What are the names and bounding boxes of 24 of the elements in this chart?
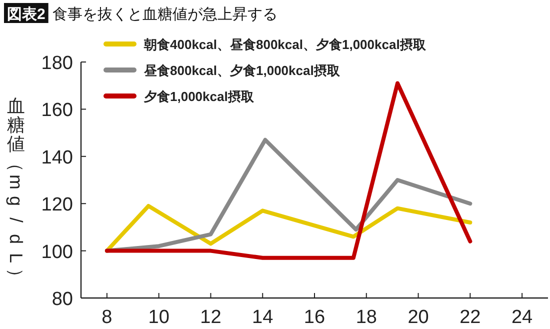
y-tick-label: 160 <box>41 100 73 122</box>
x-tick-label: 18 <box>356 307 377 328</box>
x-tick-label: 16 <box>304 307 326 328</box>
x-tick-label: 8 <box>102 307 112 328</box>
y-tick-label: 140 <box>41 147 73 168</box>
legend-label: 昼食800kcal、夕食1,000kcal摂取 <box>143 63 341 78</box>
chart-title: 食事を抜くと血糖値が急上昇する <box>52 6 278 23</box>
x-tick-label: 14 <box>252 307 274 328</box>
x-tick-label: 20 <box>408 307 429 328</box>
x-tick-label: 10 <box>148 307 170 328</box>
x-tick-label: 22 <box>460 307 481 328</box>
annotation: 図表2 <box>4 3 48 23</box>
y-tick-label: 180 <box>41 53 73 74</box>
legend-label: 夕食1,000kcal摂取 <box>143 89 255 104</box>
legend-item: 夕食1,000kcal摂取 <box>104 89 254 104</box>
x-tick-label: 24 <box>511 307 534 328</box>
ylabel: 血糖値（mg/dL） <box>6 96 26 286</box>
line-series <box>104 81 472 260</box>
y-tick-label: 100 <box>41 242 73 263</box>
y-tick-label: 120 <box>41 194 73 216</box>
legend-item: 朝食400kcal、昼食800kcal、夕食1,000kcal摂取 <box>104 37 426 52</box>
x-tick-label: 12 <box>200 307 222 328</box>
y-tick-label: 80 <box>52 289 73 310</box>
legend-item: 昼食800kcal、夕食1,000kcal摂取 <box>104 63 340 78</box>
